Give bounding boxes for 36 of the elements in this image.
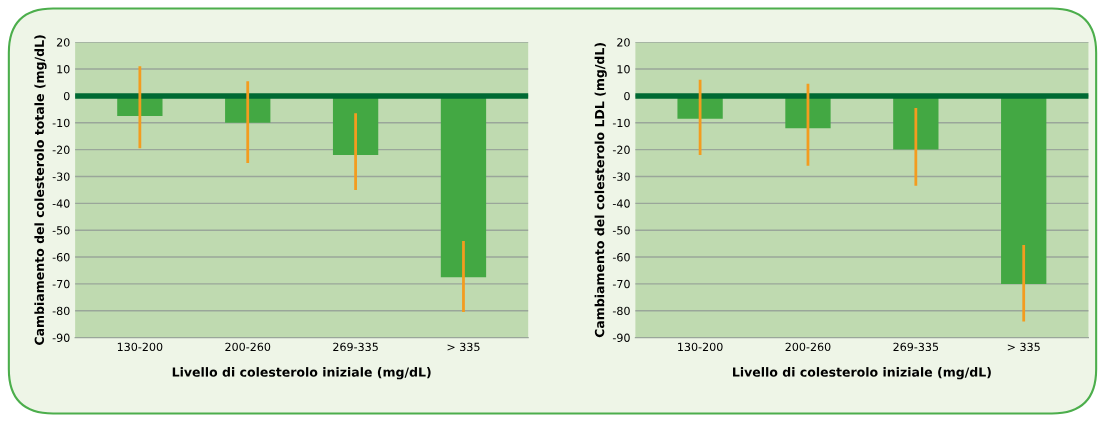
- y-tick-label: -30: [612, 172, 630, 181]
- y-tick-label: -90: [52, 333, 70, 342]
- y-tick-label: -70: [52, 279, 70, 289]
- y-tick-label: -80: [52, 306, 70, 316]
- x-axis-title: Livello di colesterolo iniziale (mg/dL): [172, 367, 431, 380]
- y-tick-label: -50: [52, 226, 70, 235]
- y-tick-label: 20: [56, 38, 70, 47]
- x-tick-label: > 335: [447, 342, 480, 352]
- x-tick-label: > 335: [1007, 342, 1040, 352]
- y-tick-label: -20: [612, 145, 630, 154]
- y-tick-label: -80: [612, 306, 630, 316]
- x-tick-label: 200-260: [225, 342, 271, 352]
- y-axis-title: Cambiamento del colesterolo totale (mg/dL): [34, 35, 47, 345]
- y-tick-label: -40: [612, 199, 630, 208]
- y-tick-label: -50: [612, 226, 630, 235]
- y-tick-label: -40: [52, 199, 70, 208]
- x-tick-label: 130-200: [678, 342, 723, 352]
- y-tick-label: -10: [612, 118, 630, 128]
- y-tick-label: 0: [63, 91, 70, 101]
- y-tick-label: -60: [612, 253, 630, 262]
- x-tick-label: 200-260: [785, 342, 831, 352]
- y-tick-label: -90: [612, 333, 630, 342]
- x-tick-label: 269-335: [893, 342, 939, 352]
- y-tick-label: -10: [52, 118, 70, 128]
- y-axis-title: Cambiamento del colesterolo LDL (mg/dL): [594, 43, 607, 338]
- y-tick-label: -70: [612, 279, 630, 289]
- y-tick-label: -60: [52, 253, 70, 262]
- y-tick-label: -20: [52, 145, 70, 154]
- x-axis-title: Livello di colesterolo iniziale (mg/dL): [733, 367, 991, 380]
- x-tick-label: 269-335: [333, 342, 378, 352]
- y-tick-label: 10: [617, 65, 630, 74]
- x-tick-label: 130-200: [117, 342, 163, 352]
- y-tick-label: 0: [624, 91, 630, 101]
- y-tick-label: 20: [617, 38, 630, 47]
- y-tick-label: -30: [52, 172, 70, 181]
- y-tick-label: 10: [57, 65, 70, 74]
